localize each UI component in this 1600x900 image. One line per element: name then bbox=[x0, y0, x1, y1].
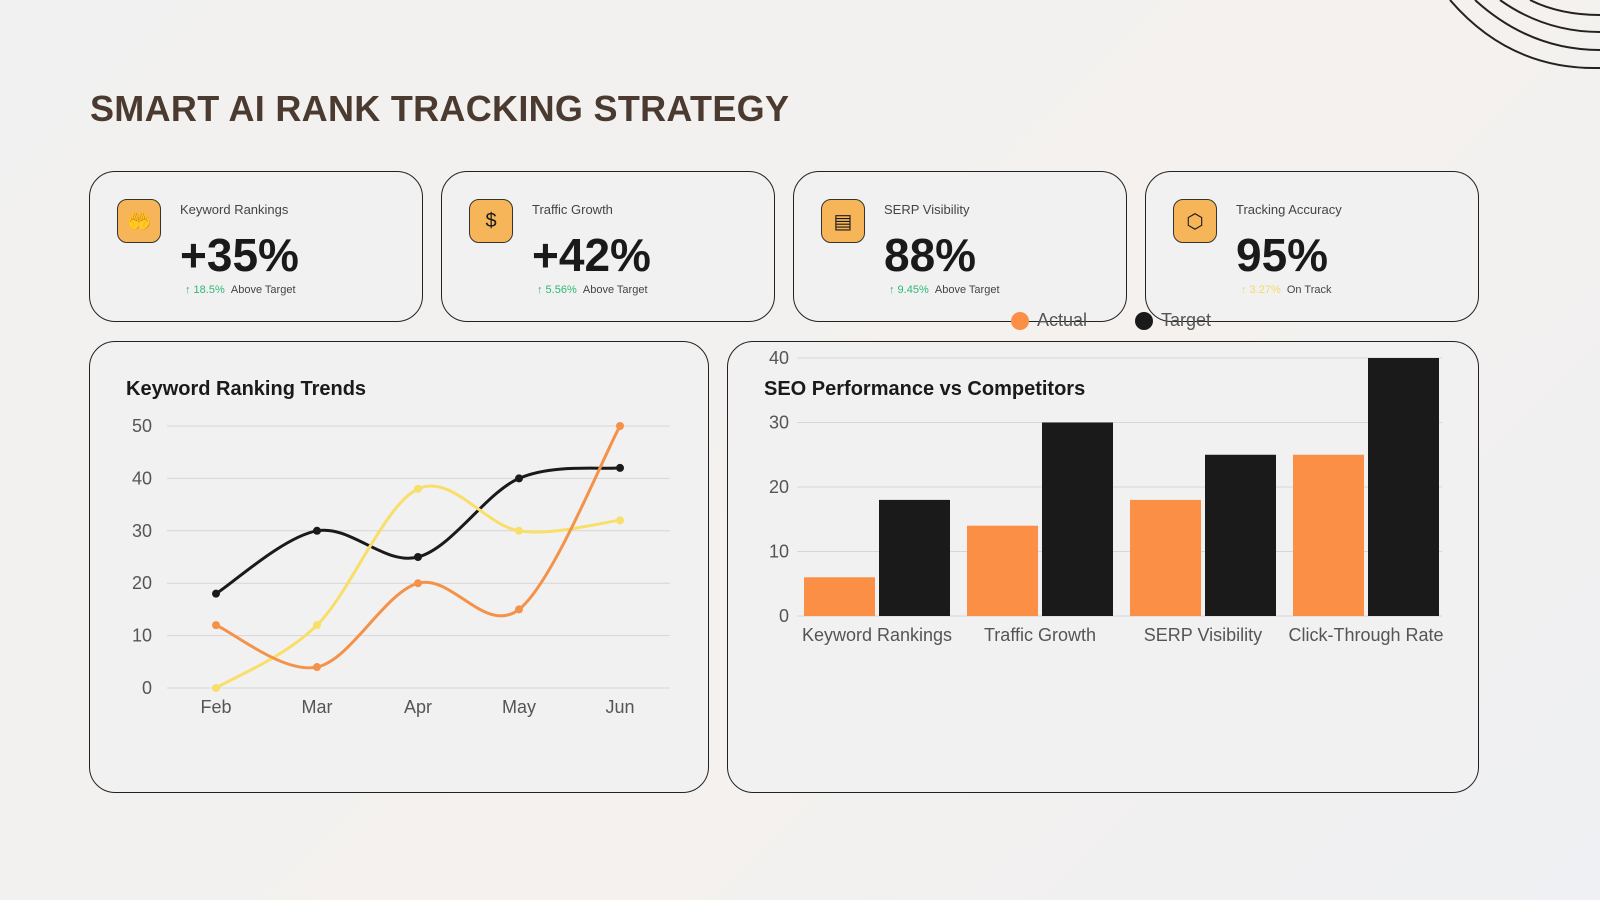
hands-box-icon: ⬡ bbox=[1173, 199, 1217, 243]
data-point bbox=[414, 579, 422, 588]
kpi-subtext: ↑ 5.56% Above Target bbox=[537, 284, 648, 296]
series-line bbox=[215, 425, 622, 670]
data-point bbox=[212, 684, 220, 692]
y-tick-label: 0 bbox=[142, 678, 152, 698]
kpi-change: ↑ 3.27% bbox=[1241, 284, 1281, 296]
y-tick-label: 40 bbox=[769, 348, 789, 368]
kpi-value: +35% bbox=[180, 229, 299, 281]
x-tick-label: Feb bbox=[200, 697, 231, 717]
bar-chart-title: SEO Performance vs Competitors bbox=[764, 378, 1086, 400]
legend-actual-swatch bbox=[1011, 311, 1029, 330]
data-point bbox=[212, 589, 220, 598]
line-chart-panel: Keyword Ranking Trends 0 10 20 30 40 50 Feb Mar… bbox=[89, 341, 709, 793]
data-point bbox=[515, 526, 523, 535]
y-tick-label: 20 bbox=[769, 477, 789, 497]
x-tick-label: Jun bbox=[605, 697, 634, 717]
data-point bbox=[515, 474, 523, 483]
data-point bbox=[212, 621, 220, 630]
bar-actual bbox=[967, 525, 1038, 616]
hand-money-icon: 🤲 bbox=[117, 199, 161, 243]
kpi-label: Keyword Rankings bbox=[180, 202, 289, 217]
series-line bbox=[215, 484, 621, 690]
legend-target: Target bbox=[1135, 310, 1211, 331]
kpi-status: Above Target bbox=[934, 284, 1000, 296]
kpi-label: Traffic Growth bbox=[532, 202, 613, 217]
page-title: SMART AI RANK TRACKING STRATEGY bbox=[90, 88, 790, 129]
decorative-arcs bbox=[1449, 0, 1600, 70]
legend-target-label: Target bbox=[1161, 310, 1212, 330]
kpi-subtext: ↑ 18.5% Above Target bbox=[185, 284, 296, 296]
dollar-eye-icon: $ bbox=[469, 199, 513, 243]
bar-target bbox=[1042, 422, 1113, 616]
bar-actual bbox=[1293, 454, 1364, 616]
data-point bbox=[616, 422, 624, 430]
legend-actual-label: Actual bbox=[1037, 310, 1088, 330]
data-point bbox=[414, 553, 422, 561]
x-tick-label: May bbox=[502, 697, 536, 717]
data-point bbox=[616, 516, 624, 525]
x-tick-label: Apr bbox=[404, 697, 432, 717]
y-tick-label: 10 bbox=[769, 542, 789, 562]
legend-actual: Actual bbox=[1011, 310, 1087, 331]
x-tick-label: SERP Visibility bbox=[1144, 625, 1262, 645]
kpi-label: Tracking Accuracy bbox=[1236, 202, 1342, 217]
kpi-label: SERP Visibility bbox=[884, 202, 970, 217]
kpi-status: On Track bbox=[1286, 284, 1332, 296]
data-point bbox=[616, 463, 624, 472]
y-tick-label: 0 bbox=[779, 606, 789, 626]
x-tick-label: Mar bbox=[302, 697, 333, 717]
line-chart-title: Keyword Ranking Trends bbox=[126, 378, 367, 400]
x-tick-label: Keyword Rankings bbox=[802, 625, 952, 645]
kpi-change: ↑ 5.56% bbox=[537, 284, 577, 296]
kpi-card: ⬡ Tracking Accuracy 95% ↑ 3.27% On Track bbox=[1145, 171, 1479, 322]
y-tick-label: 30 bbox=[769, 413, 789, 433]
data-point bbox=[515, 605, 523, 614]
kpi-subtext: ↑ 3.27% On Track bbox=[1241, 284, 1332, 296]
y-tick-label: 10 bbox=[132, 626, 152, 646]
y-tick-label: 20 bbox=[132, 573, 152, 593]
kpi-card: ▤ SERP Visibility 88% ↑ 9.45% Above Targ… bbox=[793, 171, 1127, 322]
bar-actual bbox=[1130, 499, 1201, 616]
kpi-card: 🤲 Keyword Rankings +35% ↑ 18.5% Above Ta… bbox=[89, 171, 423, 322]
kpi-status: Above Target bbox=[230, 284, 296, 296]
data-point bbox=[313, 621, 321, 630]
y-tick-label: 40 bbox=[132, 468, 152, 488]
legend-target-swatch bbox=[1135, 311, 1153, 330]
kpi-change: ↑ 18.5% bbox=[185, 284, 225, 296]
bar-target bbox=[879, 499, 950, 616]
y-tick-label: 50 bbox=[132, 416, 152, 436]
kpi-change: ↑ 9.45% bbox=[889, 284, 929, 296]
data-point bbox=[414, 484, 422, 493]
bar-actual bbox=[804, 577, 875, 616]
data-point bbox=[313, 663, 321, 672]
kpi-status: Above Target bbox=[582, 284, 648, 296]
profile-network-icon: ▤ bbox=[821, 199, 865, 243]
kpi-value: 88% bbox=[884, 229, 977, 281]
data-point bbox=[313, 526, 321, 535]
kpi-subtext: ↑ 9.45% Above Target bbox=[889, 284, 1000, 296]
kpi-value: 95% bbox=[1236, 229, 1329, 281]
y-tick-label: 30 bbox=[132, 521, 152, 541]
kpi-value: +42% bbox=[532, 229, 651, 281]
kpi-card: $ Traffic Growth +42% ↑ 5.56% Above Targ… bbox=[441, 171, 775, 322]
bar-target bbox=[1368, 358, 1439, 616]
bar-target bbox=[1205, 454, 1276, 616]
x-tick-label: Click-Through Rate bbox=[1288, 625, 1443, 645]
x-tick-label: Traffic Growth bbox=[984, 625, 1096, 645]
